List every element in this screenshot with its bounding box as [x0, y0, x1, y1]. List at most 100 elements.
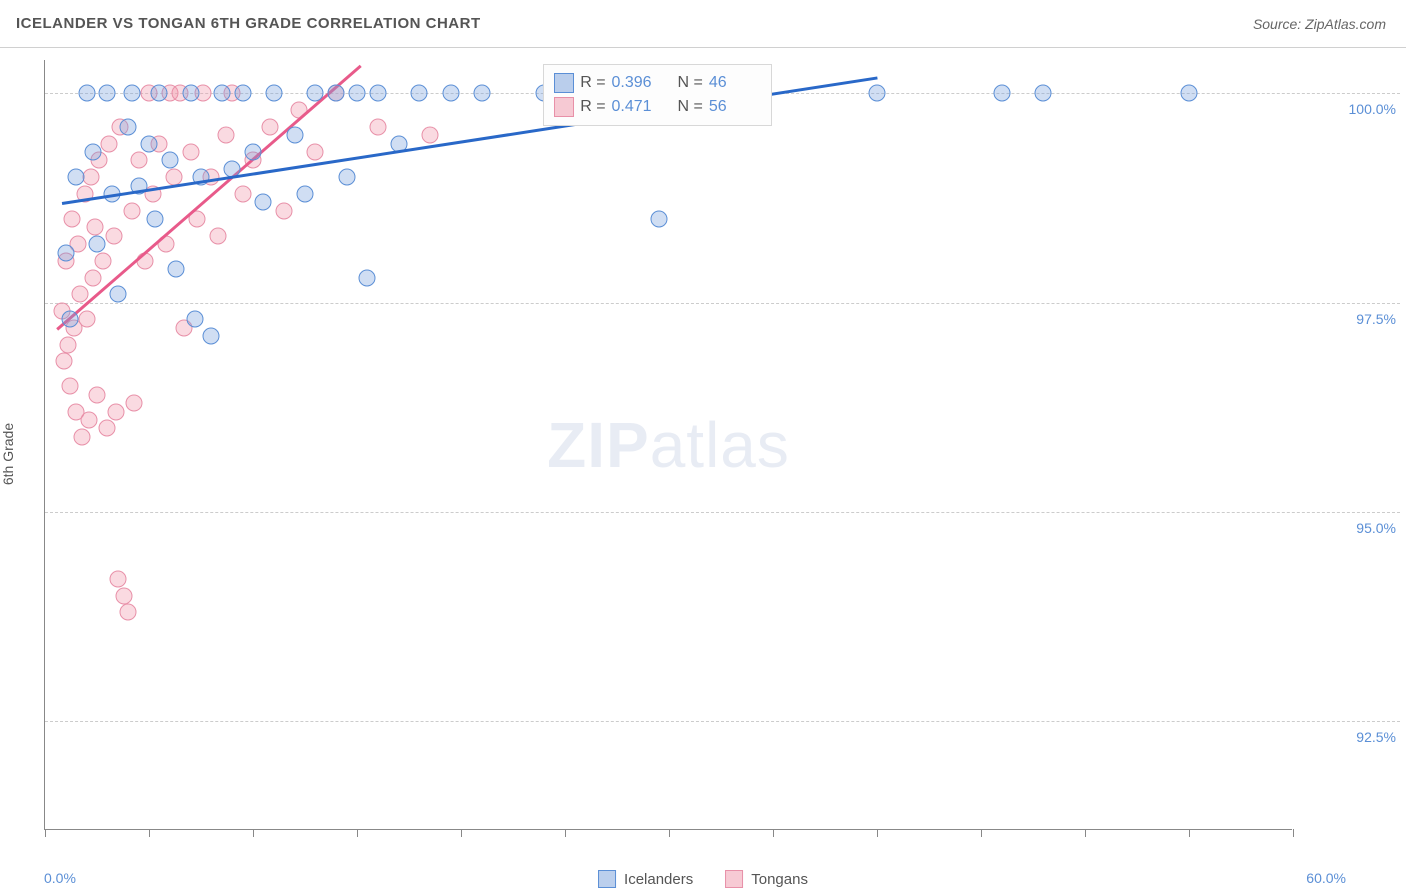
gridline-h	[45, 303, 1400, 304]
data-point-pink	[61, 378, 78, 395]
data-point-pink	[182, 144, 199, 161]
chart-header: ICELANDER VS TONGAN 6TH GRADE CORRELATIO…	[0, 0, 1406, 48]
data-point-blue	[89, 236, 106, 253]
data-point-pink	[217, 127, 234, 144]
x-tick	[461, 829, 462, 837]
stats-swatch-blue	[554, 73, 574, 93]
x-tick	[149, 829, 150, 837]
data-point-blue	[186, 311, 203, 328]
data-point-blue	[369, 85, 386, 102]
data-point-pink	[82, 169, 99, 186]
series-legend: Icelanders Tongans	[598, 870, 808, 888]
data-point-blue	[61, 311, 78, 328]
x-tick	[1293, 829, 1294, 837]
data-point-pink	[369, 118, 386, 135]
x-tick	[565, 829, 566, 837]
data-point-blue	[151, 85, 168, 102]
y-tick-label: 100.0%	[1349, 101, 1396, 117]
data-point-blue	[234, 85, 251, 102]
data-point-blue	[213, 85, 230, 102]
data-point-blue	[473, 85, 490, 102]
data-point-blue	[84, 144, 101, 161]
legend-swatch-blue	[598, 870, 616, 888]
watermark-bold: ZIP	[547, 409, 650, 481]
data-point-pink	[109, 570, 126, 587]
data-point-pink	[209, 227, 226, 244]
y-tick-label: 97.5%	[1356, 311, 1396, 327]
data-point-blue	[328, 85, 345, 102]
data-point-pink	[86, 219, 103, 236]
watermark-rest: atlas	[650, 409, 790, 481]
data-point-pink	[234, 185, 251, 202]
stats-r-label: R =	[580, 98, 605, 116]
data-point-pink	[78, 311, 95, 328]
gridline-h	[45, 721, 1400, 722]
data-point-blue	[182, 85, 199, 102]
x-tick	[877, 829, 878, 837]
chart-source: Source: ZipAtlas.com	[1253, 16, 1386, 32]
data-point-pink	[130, 152, 147, 169]
data-point-pink	[74, 428, 91, 445]
legend-label-tongans: Tongans	[751, 871, 808, 888]
stats-r-label: R =	[580, 74, 605, 92]
data-point-blue	[349, 85, 366, 102]
stats-swatch-pink	[554, 97, 574, 117]
chart-title: ICELANDER VS TONGAN 6TH GRADE CORRELATIO…	[16, 15, 481, 32]
data-point-blue	[245, 144, 262, 161]
data-point-pink	[99, 420, 116, 437]
stats-legend: R =0.396N =46R =0.471N =56	[543, 64, 772, 126]
data-point-pink	[64, 211, 81, 228]
data-point-pink	[101, 135, 118, 152]
data-point-blue	[993, 85, 1010, 102]
x-tick	[357, 829, 358, 837]
plot-area: ZIPatlas	[44, 60, 1292, 830]
stats-r-value: 0.471	[612, 98, 664, 116]
data-point-blue	[255, 194, 272, 211]
data-point-pink	[120, 604, 137, 621]
legend-item-icelanders: Icelanders	[598, 870, 693, 888]
stats-n-label: N =	[678, 98, 703, 116]
data-point-blue	[109, 286, 126, 303]
data-point-blue	[57, 244, 74, 261]
y-tick-label: 92.5%	[1356, 729, 1396, 745]
data-point-blue	[78, 85, 95, 102]
stats-row-blue: R =0.396N =46	[554, 71, 761, 95]
data-point-pink	[80, 411, 97, 428]
data-point-blue	[168, 261, 185, 278]
data-point-blue	[297, 185, 314, 202]
legend-item-tongans: Tongans	[725, 870, 808, 888]
data-point-pink	[89, 386, 106, 403]
data-point-blue	[411, 85, 428, 102]
data-point-pink	[276, 202, 293, 219]
y-tick-label: 95.0%	[1356, 520, 1396, 536]
data-point-blue	[869, 85, 886, 102]
x-end-label: 60.0%	[1306, 870, 1346, 886]
data-point-blue	[124, 85, 141, 102]
data-point-pink	[55, 353, 72, 370]
data-point-pink	[72, 286, 89, 303]
x-tick	[981, 829, 982, 837]
legend-label-icelanders: Icelanders	[624, 871, 693, 888]
x-tick	[669, 829, 670, 837]
data-point-pink	[95, 252, 112, 269]
data-point-blue	[147, 211, 164, 228]
data-point-pink	[126, 395, 143, 412]
y-axis-label: 6th Grade	[0, 423, 16, 485]
stats-r-value: 0.396	[612, 74, 664, 92]
data-point-blue	[359, 269, 376, 286]
data-point-pink	[105, 227, 122, 244]
data-point-blue	[120, 118, 137, 135]
data-point-blue	[265, 85, 282, 102]
x-tick	[45, 829, 46, 837]
data-point-pink	[421, 127, 438, 144]
data-point-blue	[338, 169, 355, 186]
x-tick	[773, 829, 774, 837]
data-point-blue	[442, 85, 459, 102]
x-start-label: 0.0%	[44, 870, 76, 886]
stats-n-value: 46	[709, 74, 761, 92]
data-point-blue	[1035, 85, 1052, 102]
data-point-blue	[286, 127, 303, 144]
data-point-pink	[84, 269, 101, 286]
watermark: ZIPatlas	[547, 408, 790, 482]
data-point-blue	[141, 135, 158, 152]
